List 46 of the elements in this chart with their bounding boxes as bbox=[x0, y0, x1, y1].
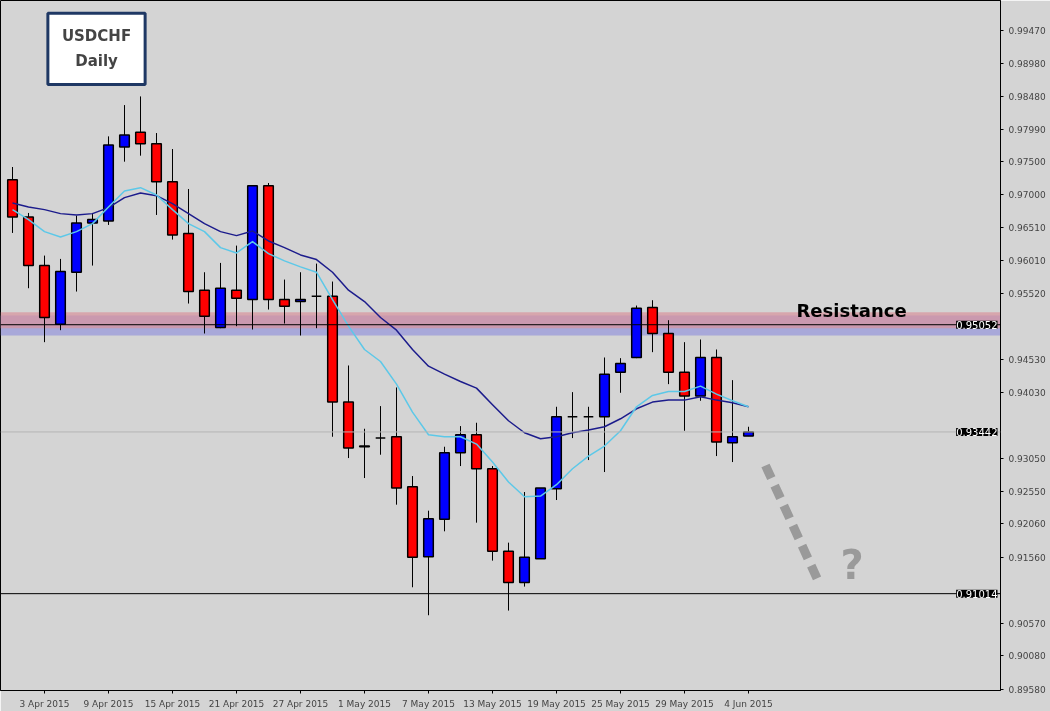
candlestick bbox=[374, 405, 387, 456]
y-tick-label: 0.96510 bbox=[1008, 223, 1046, 234]
x-tick-label: 1 May 2015 bbox=[338, 698, 391, 709]
annotation: Resistance bbox=[796, 299, 907, 321]
y-tick-label: 0.98980 bbox=[1008, 58, 1046, 69]
x-tick-label: 3 Apr 2015 bbox=[19, 698, 70, 709]
y-tick-label: 0.92550 bbox=[1008, 486, 1046, 497]
y-tick-label: 0.89580 bbox=[1008, 684, 1046, 695]
x-tick-label: 19 May 2015 bbox=[527, 698, 586, 709]
y-tick-label: 0.97990 bbox=[1008, 124, 1046, 135]
candlestick bbox=[678, 341, 691, 432]
ref-line-label: 0.91014 bbox=[956, 588, 998, 600]
y-tick-label: 0.94530 bbox=[1008, 354, 1046, 365]
y-tick-label: 0.94030 bbox=[1008, 388, 1046, 399]
y-tick-label: 0.91560 bbox=[1008, 552, 1046, 563]
y-tick-label: 0.92060 bbox=[1008, 519, 1046, 530]
y-tick-label: 0.96010 bbox=[1008, 256, 1046, 267]
candlestick bbox=[726, 379, 739, 463]
text: USDCHF Daily bbox=[61, 27, 132, 71]
ref-line-label: 0.95052 bbox=[956, 319, 998, 331]
y-tick-label: 0.99470 bbox=[1008, 25, 1046, 36]
x-tick-label: 9 Apr 2015 bbox=[83, 698, 134, 709]
y-tick-label: 0.90080 bbox=[1008, 651, 1046, 662]
x-tick-label: 13 May 2015 bbox=[463, 698, 522, 709]
y-tick-label: 0.97500 bbox=[1008, 157, 1046, 168]
x-tick-label: 21 Apr 2015 bbox=[208, 698, 265, 709]
ref-line-label: 0.93442 bbox=[956, 426, 998, 438]
candlestick bbox=[566, 391, 579, 439]
candlestick bbox=[134, 95, 147, 157]
x-tick-label: 15 Apr 2015 bbox=[144, 698, 201, 709]
x-tick-label: 27 Apr 2015 bbox=[272, 698, 329, 709]
candlestick bbox=[118, 104, 131, 163]
x-tick-label: 7 May 2015 bbox=[402, 698, 455, 709]
x-tick-label: 29 May 2015 bbox=[655, 698, 714, 709]
candlestick bbox=[454, 425, 467, 467]
y-tick-label: 0.98480 bbox=[1008, 91, 1046, 102]
y-tick-label: 0.97000 bbox=[1008, 190, 1046, 201]
x-tick-label: 25 May 2015 bbox=[591, 698, 650, 709]
x-tick-label: 4 Jun 2015 bbox=[724, 698, 773, 709]
y-tick-label: 0.93050 bbox=[1008, 453, 1046, 464]
candlestick bbox=[358, 428, 371, 479]
text: ? bbox=[840, 541, 864, 588]
candlestick bbox=[614, 357, 627, 394]
y-tick-label: 0.90570 bbox=[1008, 618, 1046, 629]
y-tick-label: 0.95520 bbox=[1008, 289, 1046, 300]
candlestick bbox=[582, 406, 595, 461]
